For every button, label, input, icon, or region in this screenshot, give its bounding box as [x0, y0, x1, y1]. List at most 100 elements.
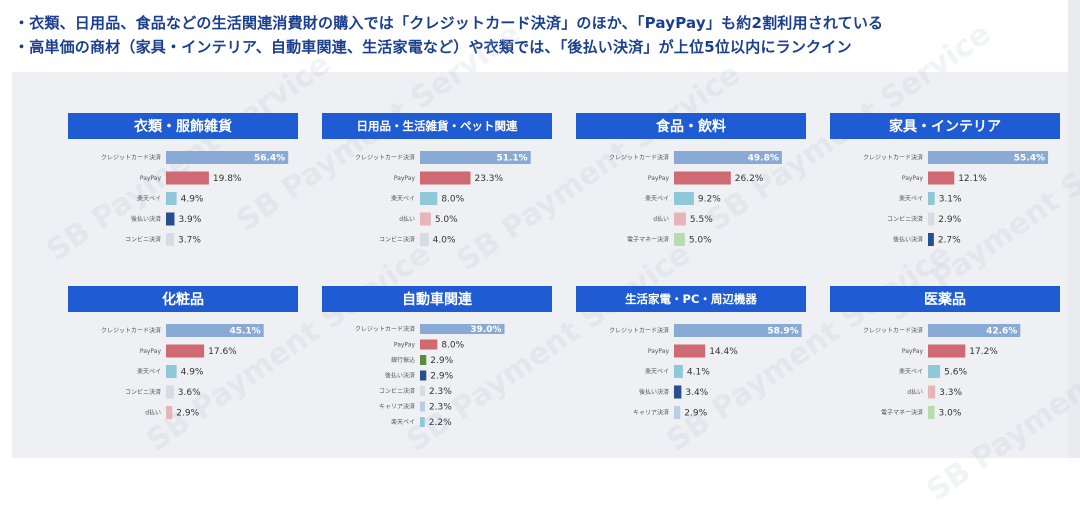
- bar: [674, 192, 694, 205]
- bar: [928, 344, 966, 358]
- chart-card: 医薬品 クレジットカード決済 42.6% PayPay 17.2% 楽天ペイ 5.6% d払い…: [830, 286, 1060, 444]
- value-label: 55.4%: [1014, 154, 1045, 164]
- category-label: PayPay: [140, 348, 162, 355]
- category-label: 楽天ペイ: [899, 195, 923, 203]
- summary-bullet-1: ・衣類、日用品、食品などの生活関連消費財の購入では「クレジットカード決済」のほか…: [14, 14, 884, 32]
- category-label: 銀行振込: [391, 356, 415, 364]
- category-label: 楽天ペイ: [391, 195, 415, 203]
- value-label: 49.8%: [748, 154, 779, 164]
- bar: [420, 386, 425, 396]
- category-label: 後払い決済: [385, 372, 415, 380]
- bar: [166, 385, 174, 399]
- bar: [420, 171, 471, 185]
- category-label: クレジットカード決済: [609, 154, 669, 162]
- chart-title: 生活家電・PC・周辺機器: [576, 286, 806, 312]
- category-label: d払い: [907, 388, 923, 396]
- bar: [674, 344, 706, 358]
- category-label: クレジットカード決済: [101, 327, 161, 335]
- bar: [674, 406, 681, 419]
- category-label: コンビニ決済: [125, 388, 161, 396]
- category-label: クレジットカード決済: [609, 327, 669, 335]
- category-label: 後払い決済: [893, 236, 923, 244]
- bar: [674, 212, 686, 226]
- category-label: PayPay: [648, 175, 670, 182]
- bar: [166, 192, 177, 205]
- category-label: PayPay: [902, 348, 924, 355]
- bar: [166, 151, 289, 164]
- value-label: 3.6%: [178, 388, 201, 398]
- bar: [420, 417, 425, 427]
- value-label: 58.9%: [767, 327, 798, 337]
- value-label: 2.9%: [176, 409, 199, 419]
- value-label: 5.0%: [689, 236, 712, 246]
- value-label: 5.0%: [435, 215, 458, 225]
- bar: [420, 233, 429, 246]
- bar: [166, 171, 209, 185]
- bar-chart: クレジットカード決済 55.4% PayPay 12.1% 楽天ペイ 3.1% コンビニ決済…: [863, 151, 1049, 246]
- bar: [674, 233, 685, 246]
- chart-title: 医薬品: [830, 286, 1060, 312]
- category-label: クレジットカード決済: [863, 327, 923, 335]
- bar: [420, 339, 438, 350]
- value-label: 42.6%: [986, 327, 1017, 337]
- bar: [166, 233, 175, 246]
- category-label: d払い: [653, 215, 669, 223]
- value-label: 3.3%: [939, 388, 962, 398]
- chart-title: 日用品・生活雑貨・ペット関連: [322, 113, 552, 139]
- bar-chart: クレジットカード決済 45.1% PayPay 17.6% 楽天ペイ 4.9% コンビニ決済…: [101, 324, 264, 419]
- category-label: 楽天ペイ: [645, 195, 669, 203]
- category-label: キャリア決済: [379, 403, 415, 411]
- category-label: 楽天ペイ: [137, 195, 161, 203]
- bar: [928, 385, 936, 399]
- bar-chart: クレジットカード決済 58.9% PayPay 14.4% 楽天ペイ 4.1% 後払い決済 3…: [609, 324, 802, 419]
- chart-title: 衣類・服飾雑貨: [68, 113, 298, 139]
- chart-card: 家具・インテリア クレジットカード決済 55.4% PayPay 12.1% 楽天ペイ 3.…: [830, 113, 1060, 271]
- category-label: コンビニ決済: [379, 236, 415, 244]
- value-label: 2.3%: [429, 387, 452, 397]
- summary-bullet-2: ・高単価の商材（家具・インテリア、自動車関連、生活家電など）や衣類では、「後払い…: [14, 38, 852, 56]
- bar: [420, 401, 425, 412]
- bar: [928, 324, 1021, 337]
- category-label: クレジットカード決済: [863, 154, 923, 162]
- bar-chart: クレジットカード決済 49.8% PayPay 26.2% 楽天ペイ 9.2% d払い 5.5…: [609, 151, 782, 246]
- category-label: コンビニ決済: [125, 236, 161, 244]
- value-label: 3.7%: [178, 236, 201, 246]
- category-label: PayPay: [902, 175, 924, 182]
- category-label: PayPay: [140, 175, 162, 182]
- value-label: 23.3%: [474, 174, 503, 184]
- bar: [674, 385, 682, 399]
- category-label: コンビニ決済: [887, 215, 923, 223]
- category-label: d払い: [145, 409, 161, 417]
- value-label: 5.5%: [690, 215, 713, 225]
- chart-card: 衣類・服飾雑貨 クレジットカード決済 56.4% PayPay 19.8% 楽天ペイ 4.9…: [68, 113, 298, 271]
- category-label: コンビニ決済: [379, 387, 415, 395]
- bar: [674, 171, 731, 185]
- chart-title: 自動車関連: [322, 286, 552, 312]
- value-label: 17.2%: [969, 347, 998, 357]
- value-label: 12.1%: [958, 174, 987, 184]
- bar: [420, 355, 427, 365]
- value-label: 45.1%: [229, 327, 260, 337]
- bar: [166, 344, 205, 358]
- bar: [928, 151, 1049, 164]
- bar: [928, 212, 935, 226]
- bar: [166, 324, 264, 337]
- chart-card: 生活家電・PC・周辺機器 クレジットカード決済 58.9% PayPay 14.4% 楽天…: [576, 286, 806, 444]
- value-label: 56.4%: [254, 154, 285, 164]
- bar-chart: クレジットカード決済 42.6% PayPay 17.2% 楽天ペイ 5.6% d払い 3.3…: [863, 324, 1021, 419]
- category-label: PayPay: [394, 342, 416, 349]
- category-label: 楽天ペイ: [645, 368, 669, 376]
- chart-card: 自動車関連 クレジットカード決済 39.0% PayPay 8.0% 銀行振込 2.9% 後払…: [322, 286, 552, 444]
- category-label: クレジットカード決済: [101, 154, 161, 162]
- bar: [674, 365, 683, 378]
- value-label: 2.7%: [938, 236, 961, 246]
- value-label: 4.1%: [687, 368, 710, 378]
- category-label: 電子マネー決済: [627, 236, 669, 244]
- bar: [166, 365, 177, 378]
- value-label: 51.1%: [496, 154, 527, 164]
- bar: [420, 212, 431, 226]
- chart-title: 食品・飲料: [576, 113, 806, 139]
- header: ・衣類、日用品、食品などの生活関連消費財の購入では「クレジットカード決済」のほか…: [0, 0, 1080, 72]
- bar: [420, 324, 505, 334]
- bar: [166, 212, 175, 226]
